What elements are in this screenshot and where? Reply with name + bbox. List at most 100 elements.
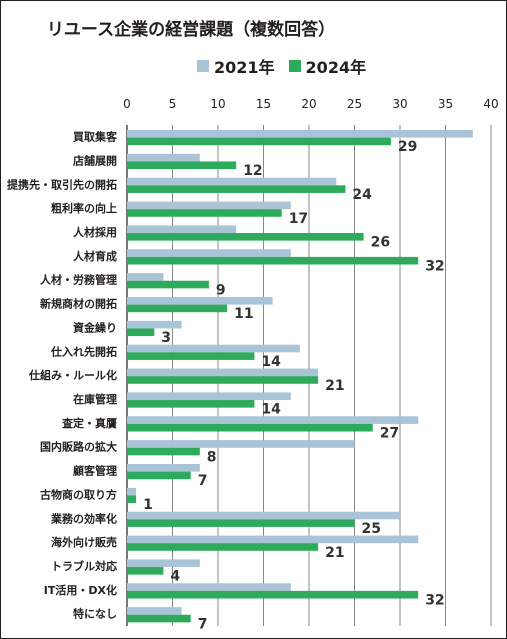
- category-label: 粗利率の向上: [51, 201, 117, 215]
- x-tick-label-30: 30: [392, 97, 407, 111]
- data-label-2024: 26: [371, 235, 390, 251]
- bar-2024: [127, 567, 164, 575]
- data-label-2024: 21: [325, 378, 344, 394]
- x-tick-label-20: 20: [301, 97, 316, 111]
- bar-2021: [127, 392, 291, 401]
- data-label-2024: 14: [261, 402, 281, 418]
- bar-2024: [127, 400, 255, 408]
- bar-2024: [127, 376, 319, 384]
- data-label-2024: 11: [234, 306, 253, 322]
- bar-2024: [127, 423, 373, 432]
- x-tick-label-5: 5: [169, 97, 177, 111]
- bar-2024: [127, 447, 200, 456]
- bar-2021: [127, 607, 182, 615]
- data-label-2024: 27: [380, 425, 399, 441]
- x-tick-label-25: 25: [347, 97, 362, 111]
- bar-2024: [127, 209, 282, 217]
- x-tick-label-35: 35: [438, 97, 453, 111]
- bar-2021: [127, 368, 319, 377]
- data-label-2024: 8: [207, 449, 217, 465]
- category-label: 人材・労務管理: [40, 273, 117, 287]
- bar-2021: [127, 511, 400, 520]
- bar-2021: [127, 177, 337, 186]
- x-tick-label-0: 0: [123, 97, 131, 111]
- x-tick-label-15: 15: [256, 97, 271, 111]
- legend-label-2021: 2021年: [214, 58, 275, 77]
- bar-2024: [127, 352, 255, 360]
- x-tick-label-10: 10: [210, 97, 225, 111]
- category-label: 仕入れ先開拓: [50, 344, 117, 358]
- data-label-2024: 29: [398, 139, 417, 155]
- bar-2024: [127, 137, 391, 146]
- bar-2021: [127, 583, 291, 591]
- bar-2021: [127, 153, 200, 162]
- category-label: 国内販路の拡大: [40, 440, 117, 454]
- bar-2021: [127, 201, 291, 210]
- legend-item-2021: 2021年: [197, 54, 275, 78]
- data-label-2024: 14: [261, 354, 281, 370]
- data-label-2024: 25: [362, 521, 381, 537]
- data-label-2024: 32: [425, 592, 444, 608]
- data-label-2024: 21: [325, 545, 344, 561]
- category-label: 査定・真贋: [62, 416, 117, 430]
- bar-2021: [127, 225, 237, 234]
- bar-2024: [127, 519, 355, 527]
- bar-2021: [127, 487, 137, 496]
- bar-2024: [127, 161, 237, 170]
- category-label: 人材採用: [73, 225, 117, 239]
- bar-2024: [127, 328, 155, 337]
- data-label-2024: 12: [243, 163, 262, 179]
- data-label-2024: 4: [170, 569, 180, 585]
- bar-2021: [127, 130, 473, 138]
- bar-2021: [127, 297, 273, 305]
- bar-2024: [127, 471, 191, 480]
- category-label: 仕組み・ルール化: [28, 368, 117, 382]
- category-label: 特になし: [73, 607, 117, 621]
- bar-2021: [127, 320, 182, 329]
- category-label: 提携先・取引先の開拓: [7, 177, 117, 191]
- category-label: トラブル対応: [51, 559, 117, 573]
- bar-2024: [127, 495, 137, 504]
- data-label-2024: 9: [216, 282, 226, 298]
- category-label: 在庫管理: [73, 392, 117, 406]
- bar-2024: [127, 280, 209, 289]
- category-label: 古物商の取り方: [40, 487, 117, 501]
- bar-2024: [127, 256, 419, 265]
- bar-2024: [127, 304, 228, 313]
- category-label: 海外向け販売: [51, 535, 117, 549]
- bar-2021: [127, 559, 200, 568]
- bar-2021: [127, 440, 355, 448]
- bar-2021: [127, 464, 200, 472]
- bar-2021: [127, 344, 300, 353]
- data-label-2024: 3: [161, 330, 171, 346]
- data-label-2024: 1: [143, 497, 153, 513]
- x-tick-label-40: 40: [483, 97, 498, 111]
- legend-item-2024: 2024年: [288, 54, 367, 78]
- bar-2024: [127, 543, 319, 551]
- category-label: 顧客管理: [73, 464, 117, 478]
- bar-2024: [127, 590, 419, 599]
- category-label: 買取集客: [73, 130, 118, 144]
- legend-swatch-2021: [197, 60, 209, 72]
- data-label-2024: 7: [198, 616, 208, 632]
- bar-2024: [127, 185, 346, 193]
- bar-2021: [127, 273, 164, 281]
- data-label-2024: 24: [352, 187, 372, 203]
- legend-swatch-2024: [288, 60, 301, 72]
- bar-2024: [127, 614, 191, 623]
- data-label-2024: 7: [198, 473, 208, 489]
- category-label: 人材育成: [73, 249, 117, 263]
- category-label: IT活用・DX化: [44, 583, 117, 597]
- legend: 2021年 2024年: [197, 54, 380, 78]
- bar-2021: [127, 416, 419, 424]
- data-label-2024: 32: [425, 258, 444, 274]
- bar-2021: [127, 535, 419, 544]
- data-label-2024: 17: [289, 211, 308, 227]
- category-label: 業務の効率化: [50, 511, 117, 525]
- chart-title: リユース企業の経営課題（複数回答）: [46, 20, 336, 40]
- bar-2024: [127, 233, 364, 241]
- legend-label-2024: 2024年: [305, 58, 367, 77]
- bar-2021: [127, 249, 291, 257]
